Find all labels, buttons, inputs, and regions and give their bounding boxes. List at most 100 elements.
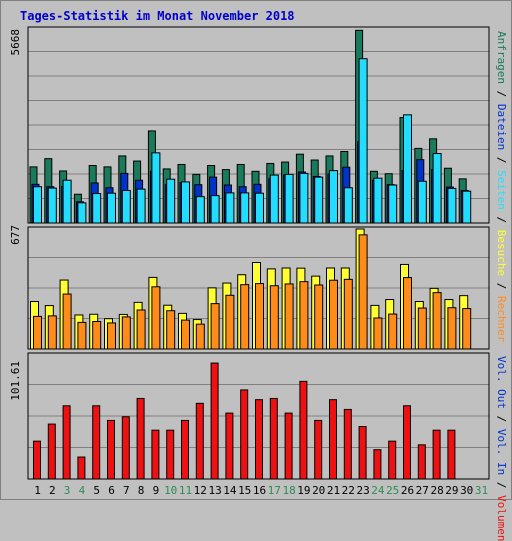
legend-entry: Besuche [495, 229, 508, 277]
bar-rechner-18 [284, 283, 294, 350]
legend-entry: Vol. In [495, 428, 508, 476]
legend-entry: / [495, 408, 508, 429]
bar-seiten-27 [417, 180, 427, 224]
x-tick-label: 15 [238, 484, 251, 497]
bar-volumen-3 [62, 405, 71, 480]
bar-seiten-1 [33, 186, 42, 224]
bar-rechner-17 [269, 285, 279, 350]
bar-seiten-29 [447, 187, 457, 224]
bar-seiten-21 [329, 170, 338, 224]
x-tick-label: 13 [208, 484, 221, 497]
legend-entry: Volumen [495, 495, 508, 541]
bar-rechner-21 [329, 279, 338, 350]
bar-rechner-23 [358, 234, 368, 350]
x-tick-label: 16 [253, 484, 266, 497]
legend-entry: / [495, 83, 508, 104]
bar-rechner-28 [432, 292, 442, 350]
x-tick-label: 2 [49, 484, 56, 497]
bar-seiten-25 [388, 184, 398, 224]
chart-svg: 1 2 3 4 5 6 7 8 9 10 11 12 13 14 15 16 17 18 19 20 21 22 23 24 2… [27, 26, 490, 497]
bar-volumen-17 [269, 397, 278, 480]
x-tick-label: 9 [153, 484, 160, 497]
bar-volumen-16 [255, 399, 263, 480]
bar-volumen-10 [166, 429, 175, 480]
bar-volumen-8 [136, 397, 145, 480]
bar-volumen-21 [329, 399, 337, 480]
bar-volumen-11 [181, 419, 189, 480]
x-tick-label: 3 [64, 484, 71, 497]
bar-volumen-15 [240, 389, 249, 480]
bar-volumen-14 [225, 412, 234, 480]
bar-volumen-24 [373, 449, 382, 480]
x-tick-label: 5 [93, 484, 100, 497]
bar-seiten-6 [107, 192, 116, 224]
bar-volumen-6 [107, 419, 115, 480]
bar-rechner-4 [77, 321, 87, 350]
bar-rechner-30 [462, 308, 472, 350]
x-tick-label: 14 [223, 484, 237, 497]
bar-rechner-26 [403, 277, 412, 350]
x-tick-label: 25 [386, 484, 399, 497]
legend-entry: Vol. Out [495, 356, 508, 409]
bar-volumen-2 [47, 423, 56, 480]
bar-seiten-4 [77, 202, 87, 224]
x-tick-label: 8 [138, 484, 145, 497]
bar-volumen-4 [77, 456, 86, 480]
bar-rechner-8 [136, 309, 146, 350]
bar-rechner-15 [240, 284, 250, 350]
bar-rechner-9 [151, 286, 161, 350]
x-tick-label: 6 [108, 484, 115, 497]
x-tick-label: 18 [282, 484, 295, 497]
bar-seiten-20 [314, 176, 324, 224]
bar-volumen-5 [92, 405, 101, 480]
bar-seiten-8 [136, 188, 146, 224]
bar-rechner-29 [447, 307, 457, 350]
bar-rechner-11 [181, 319, 190, 350]
bar-volumen-19 [299, 380, 308, 480]
legend-entry: Dateien [495, 103, 508, 151]
bar-rechner-16 [255, 283, 264, 350]
bar-rechner-22 [343, 278, 353, 350]
bar-rechner-25 [388, 313, 398, 350]
legend-entry: Rechner [495, 295, 508, 343]
x-tick-label: 12 [194, 484, 207, 497]
bar-volumen-13 [210, 362, 219, 480]
x-tick-label: 27 [416, 484, 429, 497]
x-tick-label: 30 [460, 484, 473, 497]
x-tick-label: 17 [268, 484, 281, 497]
bar-volumen-22 [343, 408, 352, 480]
bar-rechner-7 [121, 316, 131, 350]
x-tick-label: 24 [371, 484, 385, 497]
legend-entry: Anfragen [495, 31, 508, 84]
x-tick-label: 4 [79, 484, 86, 497]
bar-volumen-27 [417, 444, 426, 480]
legend-entry: / [495, 475, 508, 496]
x-tick-label: 10 [164, 484, 177, 497]
bar-seiten-24 [373, 177, 383, 224]
bar-rechner-10 [166, 310, 176, 350]
bar-seiten-10 [166, 178, 176, 224]
legend-entry: / [495, 276, 508, 296]
x-tick-label: 19 [297, 484, 310, 497]
bar-rechner-20 [314, 284, 324, 350]
bar-rechner-13 [210, 303, 220, 350]
x-tick-label: 22 [342, 484, 355, 497]
bar-seiten-12 [195, 196, 205, 224]
x-tick-label: 28 [430, 484, 443, 497]
bar-rechner-1 [33, 315, 42, 350]
bar-seiten-17 [269, 174, 279, 224]
bar-seiten-15 [240, 192, 250, 224]
chart-title: Tages-Statistik im Monat November 2018 [20, 9, 295, 23]
bar-volumen-18 [284, 412, 293, 480]
bar-rechner-14 [225, 294, 235, 350]
legend-entry: / [495, 150, 508, 171]
bar-seiten-22 [343, 187, 353, 224]
bar-volumen-7 [121, 416, 130, 480]
bar-seiten-13 [210, 195, 220, 224]
x-tick-label: 31 [475, 484, 488, 497]
bar-volumen-12 [195, 402, 204, 480]
bar-rechner-24 [373, 317, 383, 350]
bar-volumen-26 [403, 405, 411, 480]
bar-seiten-3 [62, 179, 72, 224]
